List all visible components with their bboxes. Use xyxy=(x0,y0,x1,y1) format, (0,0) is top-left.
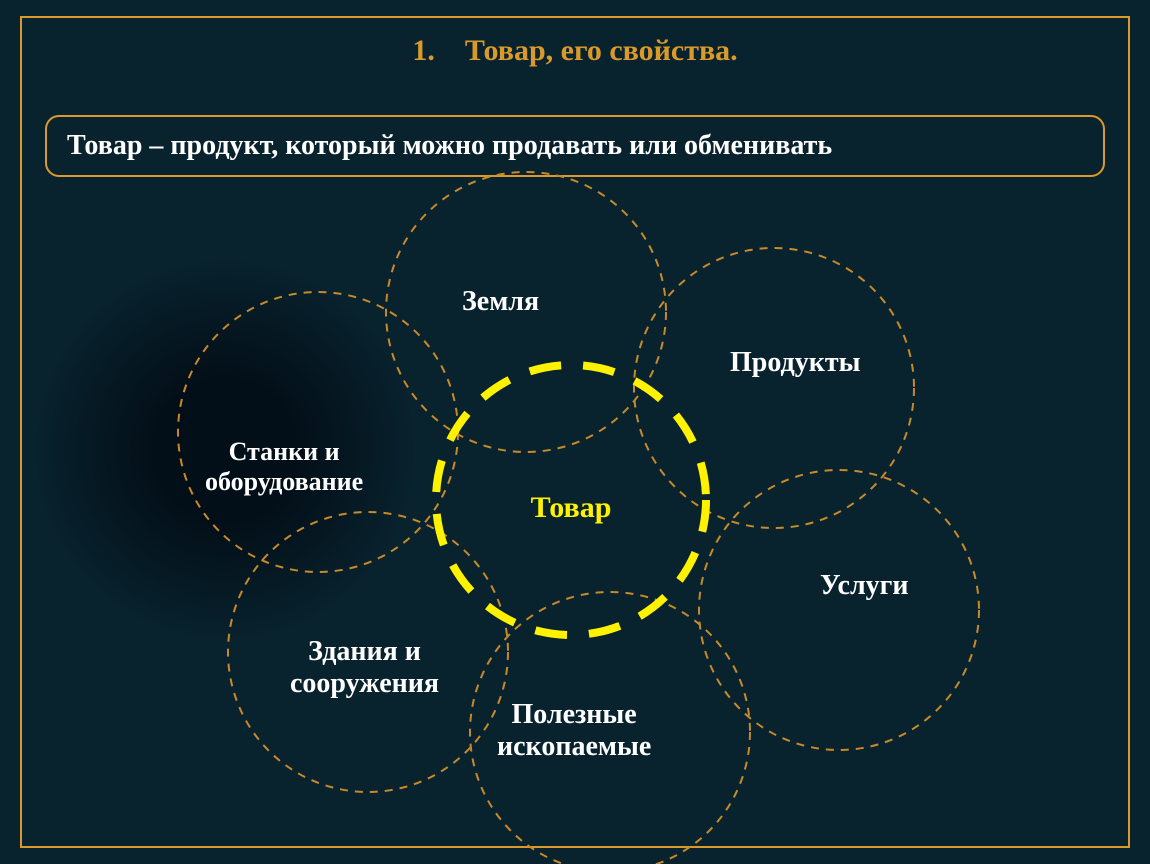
outer-circle-5 xyxy=(178,292,458,572)
slide: 1. Товар, его свойства. Товар – продукт,… xyxy=(0,0,1150,864)
center-label: Товар xyxy=(491,491,651,525)
diagram-label-2: Услуги xyxy=(820,570,909,602)
diagram-label-4: Здания и сооружения xyxy=(290,636,439,700)
diagram-label-1: Продукты xyxy=(730,347,860,379)
diagram-label-5: Станки и оборудование xyxy=(205,437,363,497)
diagram-label-3: Полезные ископаемые xyxy=(497,699,651,763)
diagram-label-0: Земля xyxy=(462,286,539,318)
